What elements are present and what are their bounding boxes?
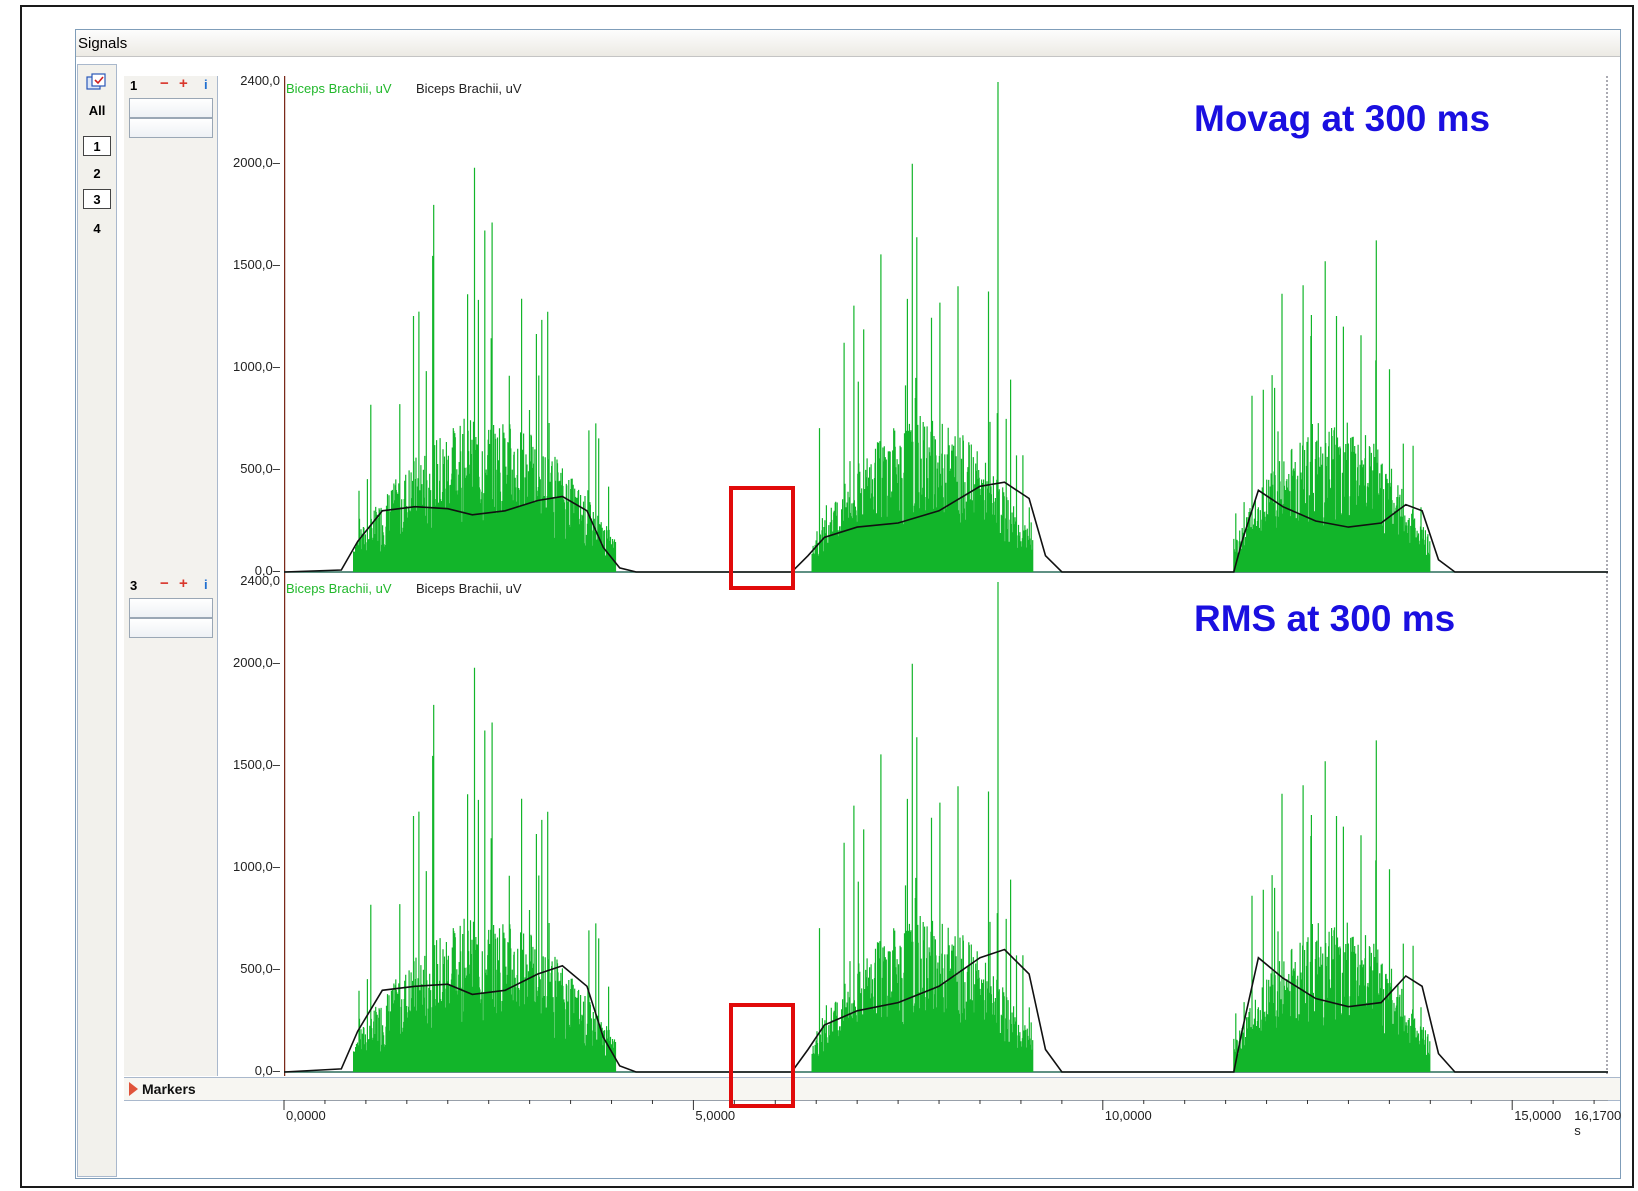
channel-number: 3 <box>130 578 138 593</box>
channel-button-4[interactable]: 4 <box>93 221 101 236</box>
y-tick-label: 1500,0– <box>233 256 280 272</box>
zoom-in-button[interactable]: + <box>179 575 188 592</box>
select-all-icon[interactable] <box>86 73 108 91</box>
y-axis <box>218 576 284 1076</box>
x-tick-label: 5,0000 <box>695 1108 736 1123</box>
markers-label: Markers <box>142 1081 196 1097</box>
channel-button-3[interactable]: 3 <box>83 189 111 209</box>
y-tick-label: 0,0– <box>254 563 280 578</box>
signal-plot <box>284 576 1608 1076</box>
zoom-out-button[interactable]: − <box>160 75 169 92</box>
highlight-box-movag <box>729 486 795 590</box>
signal-panel-1: 1 − + i Biceps Brachii, uV Biceps Brachi… <box>124 73 1620 578</box>
info-icon[interactable]: i <box>204 577 208 592</box>
highlight-box-rms <box>729 1003 795 1108</box>
raw-signal <box>353 663 1431 1072</box>
channel-select-box[interactable] <box>129 598 213 618</box>
envelope-line <box>284 481 1608 573</box>
legend-envelope: Biceps Brachii, uV <box>416 581 522 596</box>
zoom-out-button[interactable]: − <box>160 575 169 592</box>
y-tick-label: 2000,0– <box>233 654 280 670</box>
legend-envelope: Biceps Brachii, uV <box>416 81 522 96</box>
channel-sidebar: All 1 2 3 4 <box>77 64 117 1177</box>
y-tick-label: 1500,0– <box>233 756 280 772</box>
x-end-label: 16,1700 s <box>1574 1108 1622 1138</box>
info-icon[interactable]: i <box>204 77 208 92</box>
y-tick-label: 1000,0– <box>233 358 280 374</box>
signals-window: Signals All 1 2 3 4 1 − + i <box>75 29 1621 1179</box>
time-axis: 0,0000 5,0000 10,0000 15,0000 16,1700 s <box>124 1100 1622 1178</box>
y-tick-label: 1000,0– <box>233 858 280 874</box>
panel-controls: 1 − + i <box>124 75 218 576</box>
channel-button-2[interactable]: 2 <box>93 166 101 181</box>
channel-option-box[interactable] <box>129 618 213 638</box>
channel-button-1[interactable]: 1 <box>83 136 111 156</box>
channel-number: 1 <box>130 78 138 93</box>
x-tick-label: 15,0000 <box>1514 1108 1562 1123</box>
y-tick-label: 2400,0 <box>240 573 280 588</box>
zoom-in-button[interactable]: + <box>179 75 188 92</box>
panel-controls: 3 − + i <box>124 575 218 1076</box>
channel-select-box[interactable] <box>129 98 213 118</box>
overlay-label: RMS at 300 ms <box>1194 598 1456 639</box>
y-tick-label: 2400,0 <box>240 73 280 88</box>
signal-plot <box>284 76 1608 576</box>
all-channels-button[interactable]: All <box>88 103 106 118</box>
y-axis <box>218 76 284 576</box>
title-bar: Signals <box>76 30 1620 57</box>
y-tick-label: 0,0– <box>254 1063 280 1078</box>
window-title: Signals <box>78 35 128 52</box>
markers-row[interactable]: Markers <box>124 1077 1620 1101</box>
screenshot-frame: Signals All 1 2 3 4 1 − + i <box>20 5 1634 1188</box>
signal-panel-3: 3 − + i Biceps Brachii, uV Biceps Brachi… <box>124 573 1620 1078</box>
x-tick-label: 0,0000 <box>286 1108 326 1123</box>
legend-raw-signal: Biceps Brachii, uV <box>286 81 392 96</box>
legend-raw-signal: Biceps Brachii, uV <box>286 581 392 596</box>
x-tick-label: 10,0000 <box>1104 1108 1152 1123</box>
channel-option-box[interactable] <box>129 118 213 138</box>
y-tick-label: 2000,0– <box>233 154 280 170</box>
overlay-label: Movag at 300 ms <box>1194 98 1491 139</box>
expand-triangle-icon[interactable] <box>129 1082 138 1096</box>
y-tick-label: 500,0– <box>240 960 280 976</box>
envelope-line <box>284 948 1608 1073</box>
y-tick-label: 500,0– <box>240 460 280 476</box>
raw-signal <box>353 163 1431 572</box>
